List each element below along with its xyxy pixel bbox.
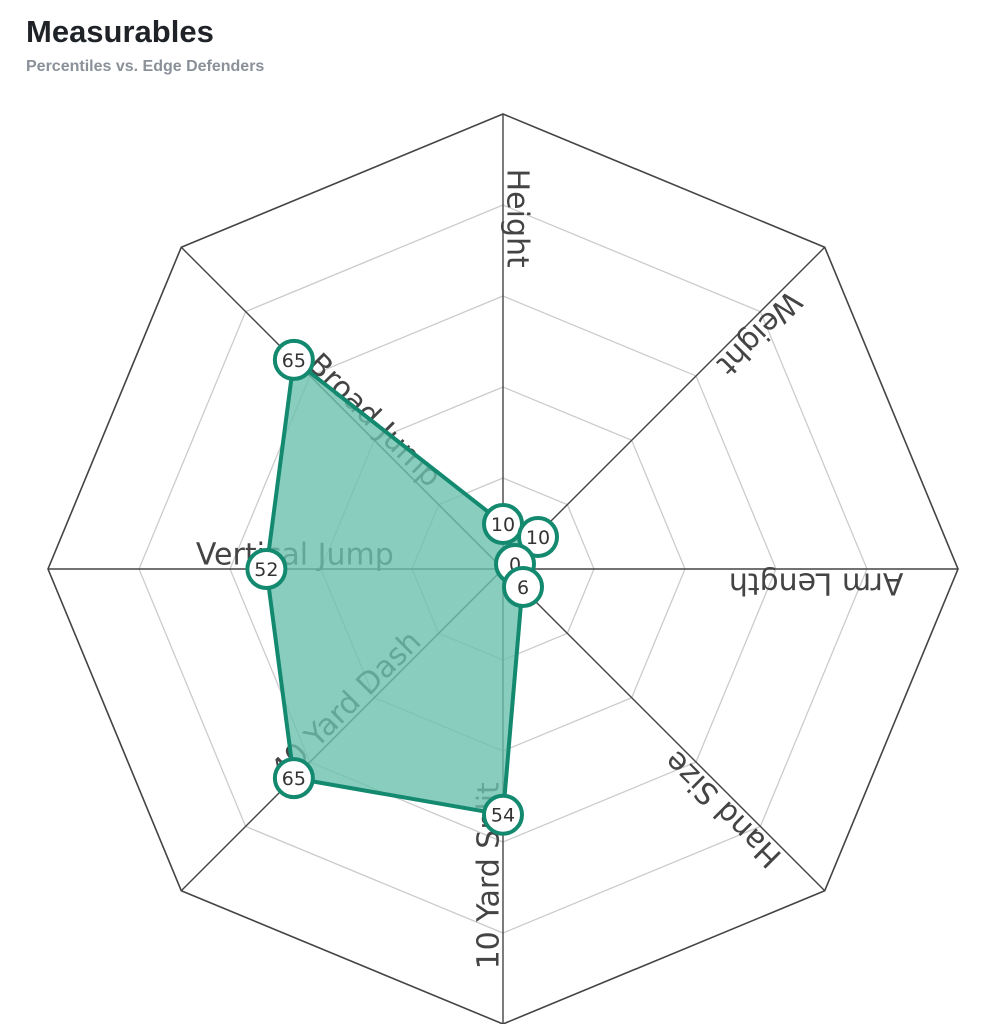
- axis-label-height: Height: [500, 169, 535, 268]
- data-label-hand-size: 6: [517, 577, 529, 599]
- axis-label-hand-size: Hand Size: [658, 743, 789, 874]
- data-label-broad-jump: 65: [282, 350, 306, 372]
- data-point-weight[interactable]: 10: [517, 516, 559, 558]
- radar-outer-frame: [47, 113, 959, 1024]
- data-label-weight: 10: [526, 527, 550, 549]
- data-point-40-yard-dash[interactable]: 65: [272, 757, 315, 800]
- data-point-marker[interactable]: [272, 338, 315, 381]
- data-point-marker[interactable]: [502, 566, 544, 608]
- axis-label-arm-length: Arm Length: [729, 566, 904, 601]
- data-label-height: 10: [491, 514, 515, 536]
- data-label-vertical-jump: 52: [254, 559, 278, 581]
- data-point-marker[interactable]: [245, 548, 288, 590]
- chart-title: Measurables: [26, 14, 214, 49]
- data-point-vertical-jump[interactable]: 52: [245, 548, 288, 590]
- data-point-marker[interactable]: [517, 516, 559, 558]
- axis-label-weight: Weight: [710, 283, 809, 382]
- data-label-10-yard-split: 54: [491, 805, 515, 827]
- spoke-weight: [502, 246, 826, 570]
- data-point-marker[interactable]: [272, 757, 315, 800]
- chart-subtitle: Percentiles vs. Edge Defenders: [26, 58, 265, 75]
- data-point-marker[interactable]: [482, 793, 524, 836]
- data-point-10-yard-split[interactable]: 54: [482, 793, 524, 836]
- spoke-hand-size: [502, 568, 826, 892]
- data-label-40-yard-dash: 65: [282, 768, 306, 790]
- radar-frame: [47, 113, 959, 1024]
- data-point-hand-size[interactable]: 6: [502, 566, 544, 608]
- chart-header: Measurables Percentiles vs. Edge Defende…: [26, 12, 264, 78]
- data-point-height[interactable]: 10: [482, 503, 524, 545]
- data-point-broad-jump[interactable]: 65: [272, 338, 315, 381]
